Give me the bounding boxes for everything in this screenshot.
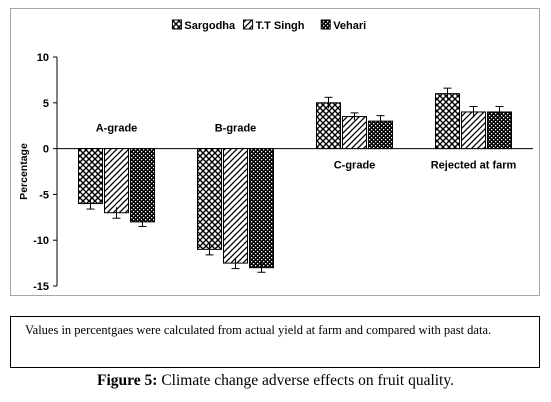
bar bbox=[435, 93, 460, 150]
note-box: Values in percentgaes were calculated fr… bbox=[10, 316, 540, 368]
y-tick-label: 10 bbox=[37, 52, 49, 64]
bar bbox=[104, 148, 129, 214]
bar bbox=[130, 148, 155, 223]
figure-caption: Figure 5: Climate change adverse effects… bbox=[0, 372, 551, 390]
legend: Sargodha T.T Singh Vehari bbox=[171, 19, 366, 32]
y-tick-label: 5 bbox=[43, 98, 49, 110]
bar bbox=[316, 102, 341, 150]
y-axis-title: Percentage bbox=[18, 143, 30, 200]
bar bbox=[342, 116, 367, 150]
category-labels: A-grade B-grade C-grade Rejected at farm bbox=[96, 123, 517, 172]
y-tick-label: 0 bbox=[43, 144, 49, 156]
bar bbox=[249, 148, 274, 269]
chart-frame: Sargodha T.T Singh Vehari 10 5 0 -5 -10 -15 Perc… bbox=[10, 8, 540, 296]
caption-label: Figure 5: bbox=[97, 372, 158, 389]
bar bbox=[197, 148, 222, 250]
legend-swatch bbox=[171, 19, 182, 30]
y-tick-label: -5 bbox=[39, 189, 49, 201]
legend-swatch bbox=[243, 19, 254, 30]
note-text: Values in percentgaes were calculated fr… bbox=[25, 323, 492, 337]
bar bbox=[78, 148, 103, 205]
category-label: Rejected at farm bbox=[431, 160, 517, 172]
legend-label: T.T Singh bbox=[256, 20, 305, 32]
bar bbox=[223, 148, 248, 264]
category-label: C-grade bbox=[334, 160, 376, 172]
legend-label: Sargodha bbox=[184, 20, 236, 32]
legend-swatch bbox=[320, 19, 331, 30]
y-tick-label: -15 bbox=[33, 281, 49, 293]
bar-chart: Sargodha T.T Singh Vehari 10 5 0 -5 -10 -15 Perc… bbox=[18, 19, 533, 293]
legend-label: Vehari bbox=[333, 20, 366, 32]
caption-text: Climate change adverse effects on fruit … bbox=[161, 372, 454, 389]
category-label: B-grade bbox=[215, 123, 257, 135]
bar bbox=[487, 111, 512, 150]
bars bbox=[78, 87, 512, 273]
y-tick-label: -10 bbox=[33, 235, 49, 247]
category-label: A-grade bbox=[96, 123, 138, 135]
